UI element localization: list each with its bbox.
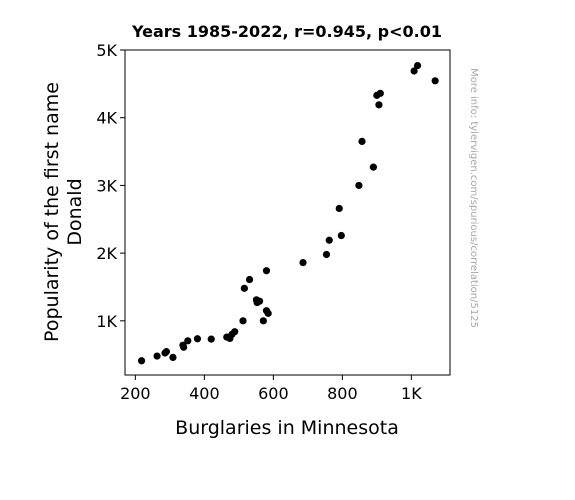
data-point [207, 335, 215, 343]
data-point [358, 137, 366, 146]
x-tick-label: 600 [258, 384, 289, 403]
data-points [137, 61, 439, 365]
data-point [226, 334, 234, 343]
data-point [184, 337, 192, 345]
data-point [259, 317, 267, 325]
x-axis-label: Burglaries in Minnesota [175, 417, 399, 439]
source-note: More info: tylervigen.com/spurious/corre… [468, 68, 479, 328]
data-point [180, 343, 188, 351]
x-tick-label: 400 [189, 384, 220, 403]
plot-frame [124, 49, 451, 376]
y-axis-label-line-1: Popularity of the first name [41, 82, 63, 342]
x-tick-label: 1K [401, 384, 422, 403]
x-tick-label: 200 [120, 384, 151, 403]
y-axis-label-line-2: Donald [64, 178, 86, 245]
y-tick-label: 4K [96, 109, 117, 128]
data-point [245, 275, 254, 284]
data-point [299, 259, 307, 267]
y-axis-ticks: 1K 2K 3K 4K 5K [96, 41, 125, 331]
data-point [335, 204, 343, 213]
data-point [161, 349, 169, 357]
y-tick-label: 3K [96, 176, 117, 195]
data-point [322, 250, 331, 259]
y-tick-label: 1K [96, 312, 117, 331]
y-tick-label: 2K [96, 244, 117, 263]
data-point [325, 236, 333, 244]
data-point [373, 91, 381, 99]
x-axis-ticks: 200 400 600 800 1K [120, 375, 422, 403]
data-point [413, 61, 422, 70]
x-tick-label: 800 [327, 384, 358, 403]
data-point [240, 284, 248, 292]
data-point [153, 352, 161, 360]
data-point [193, 335, 202, 343]
chart-title: Years 1985-2022, r=0.945, p<0.01 [131, 22, 442, 41]
data-point [239, 317, 247, 325]
data-point [431, 77, 439, 85]
data-point [410, 67, 418, 75]
data-point [169, 353, 177, 361]
data-point [337, 231, 345, 240]
y-tick-label: 5K [96, 41, 117, 60]
data-point [369, 163, 378, 171]
data-point [375, 101, 383, 109]
data-point [264, 309, 272, 317]
data-point [253, 298, 261, 307]
data-point [137, 357, 146, 365]
data-point [262, 267, 271, 275]
data-point [355, 181, 363, 190]
